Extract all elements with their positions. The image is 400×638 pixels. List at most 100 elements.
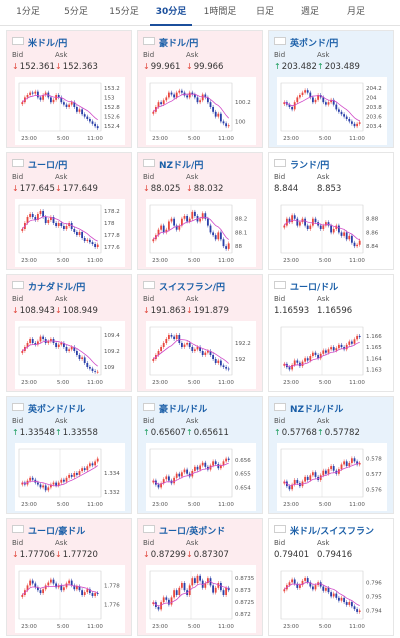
- currency-card[interactable]: カナダドル/円 Bid Ask ↓108.943 ↓108.949 109.4 109.2 1…: [6, 274, 132, 392]
- pair-name-link[interactable]: ユーロ/豪ドル: [28, 527, 86, 537]
- price-chart[interactable]: 153.2 153 152.8 152.6 152.4 23:00 5:00 11:00: [15, 77, 125, 145]
- currency-card[interactable]: スイスフラン/円 Bid Ask ↓191.863 ↓191.879 192.2 192 23…: [137, 274, 263, 392]
- candle: [214, 461, 217, 465]
- ask-label: Ask: [55, 51, 68, 59]
- price-chart[interactable]: 0.8735 0.873 0.8725 0.872 23:00 5:00 11:00: [146, 565, 256, 633]
- candle: [212, 585, 215, 593]
- pair-name-link[interactable]: 米ドル/スイスフラン: [290, 527, 375, 537]
- candle: [319, 225, 322, 229]
- currency-card[interactable]: ユーロ/ドル Bid Ask 1.16593 1.16596 1.166 1.165 1.16…: [268, 274, 394, 392]
- tab-3[interactable]: 30分足: [150, 0, 192, 26]
- candle: [358, 335, 361, 338]
- candle: [81, 357, 84, 359]
- currency-card[interactable]: 米ドル/円 Bid Ask ↓152.361 ↓152.363 153.2 153 152.8…: [6, 30, 132, 148]
- currency-card[interactable]: 豪ドル/ドル Bid Ask ↑0.65607 ↑0.65611 0.656 0.655 0.…: [137, 396, 263, 514]
- moving-average-line: [21, 216, 98, 242]
- tab-1[interactable]: 5分足: [64, 7, 88, 17]
- pair-name-link[interactable]: NZドル/ドル: [290, 405, 344, 415]
- candle: [62, 102, 65, 105]
- candle: [180, 218, 183, 226]
- currency-card[interactable]: 米ドル/スイスフラン Bid Ask 0.79401 0.79416 0.796 0.795…: [268, 518, 394, 636]
- candle: [206, 578, 209, 583]
- candle: [52, 482, 55, 485]
- y-tick-label: 0.873: [235, 588, 251, 594]
- price-chart[interactable]: 109.4 109.2 109 23:00 5:00 11:00: [15, 321, 125, 389]
- tab-2[interactable]: 15分足: [109, 7, 139, 17]
- pair-name-link[interactable]: カナダドル/円: [28, 283, 86, 293]
- pair-name-link[interactable]: 豪ドル/円: [159, 39, 199, 49]
- candlestick-chart: 1.166 1.165 1.164 1.163 23:00 5:00 11:00: [280, 326, 382, 386]
- pair-name-link[interactable]: NZドル/円: [159, 161, 204, 171]
- pair-name-link[interactable]: 英ポンド/ドル: [28, 405, 86, 415]
- pair-name-link[interactable]: 豪ドル/ドル: [159, 405, 208, 415]
- price-chart[interactable]: 0.656 0.655 0.654 23:00 5:00 11:00: [146, 443, 256, 511]
- candle: [178, 587, 181, 595]
- price-chart[interactable]: 0.578 0.577 0.576 23:00 5:00 11:00: [277, 443, 387, 511]
- price-chart[interactable]: 8.88 8.86 8.84 23:00 5:00 11:00: [277, 199, 387, 267]
- currency-card[interactable]: ユーロ/豪ドル Bid Ask ↓1.77706 ↓1.77720 1.778 1.776 2…: [6, 518, 132, 636]
- price-chart[interactable]: 204.2 204 203.8 203.6 203.4 23:00 5:00 11:00: [277, 77, 387, 145]
- candle: [204, 94, 207, 98]
- eu-flag-icon: [143, 525, 155, 533]
- currency-card[interactable]: ユーロ/英ポンド Bid Ask ↓0.87299 ↓0.87307 0.8735 0.87…: [137, 518, 263, 636]
- bid-value: 191.863: [150, 306, 186, 316]
- candle: [204, 352, 207, 355]
- price-chart[interactable]: 178.2 178 177.8 177.6 23:00 5:00 11:00: [15, 199, 125, 267]
- y-tick-label: 0.654: [235, 485, 251, 491]
- candle: [152, 111, 155, 114]
- candle: [201, 462, 204, 466]
- candle: [222, 365, 225, 367]
- tab-0[interactable]: 1分足: [16, 7, 40, 17]
- y-tick-label: 0.576: [366, 487, 382, 493]
- tab-6[interactable]: 週足: [300, 7, 319, 17]
- price-chart[interactable]: 1.778 1.776 23:00 5:00 11:00: [15, 565, 125, 633]
- candle: [42, 485, 45, 488]
- candle: [78, 109, 81, 112]
- currency-card[interactable]: NZドル/円 Bid Ask ↓88.025 ↓88.032 88.2 88.1 88 23:0…: [137, 152, 263, 270]
- y-tick-label: 203.6: [366, 115, 382, 121]
- pair-name-link[interactable]: スイスフラン/円: [159, 283, 226, 293]
- price-chart[interactable]: 1.334 1.332 23:00 5:00 11:00: [15, 443, 125, 511]
- x-tick-label: 5:00: [57, 502, 70, 508]
- currency-card[interactable]: ランド/円 Bid Ask 8.844 8.853 8.88 8.86 8.84 23:00 5:…: [268, 152, 394, 270]
- price-chart[interactable]: 88.2 88.1 88 23:00 5:00 11:00: [146, 199, 256, 267]
- candlestick-chart: 88.2 88.1 88 23:00 5:00 11:00: [149, 204, 247, 264]
- price-chart[interactable]: 100.2 100 23:00 5:00 11:00: [146, 77, 256, 145]
- tab-7[interactable]: 月足: [346, 7, 365, 17]
- candle: [26, 343, 29, 347]
- pair-name-link[interactable]: 米ドル/円: [28, 39, 68, 49]
- x-tick-label: 11:00: [87, 136, 103, 142]
- currency-card[interactable]: NZドル/ドル Bid Ask ↑0.57768 ↑0.57782 0.578 0.577 0…: [268, 396, 394, 514]
- candle: [160, 483, 163, 488]
- tab-4[interactable]: 1時間足: [203, 7, 237, 17]
- candle: [29, 339, 32, 343]
- candle: [162, 479, 165, 484]
- price-chart[interactable]: 0.796 0.795 0.794 23:00 5:00 11:00: [277, 565, 387, 633]
- candle: [322, 225, 325, 229]
- x-tick-label: 5:00: [188, 502, 201, 508]
- price-chart[interactable]: 1.166 1.165 1.164 1.163 23:00 5:00 11:00: [277, 321, 387, 389]
- pair-name-link[interactable]: ランド/円: [290, 161, 330, 171]
- currency-card[interactable]: 英ポンド/円 Bid Ask ↑203.482 ↑203.489 204.2 204 203.…: [268, 30, 394, 148]
- pair-name-link[interactable]: 英ポンド/円: [290, 39, 339, 49]
- candle: [304, 476, 307, 482]
- candle: [91, 242, 94, 244]
- x-tick-label: 11:00: [349, 502, 365, 508]
- ask-label: Ask: [317, 51, 330, 59]
- currency-card[interactable]: 豪ドル/円 Bid Ask ↓99.961 ↓99.966 100.2 100 23:00 5:…: [137, 30, 263, 148]
- currency-card[interactable]: ユーロ/円 Bid Ask ↓177.645 ↓177.649 178.2 178 177.8…: [6, 152, 132, 270]
- pair-name-link[interactable]: ユーロ/ドル: [290, 283, 339, 293]
- tab-5[interactable]: 日足: [255, 7, 274, 17]
- price-chart[interactable]: 192.2 192 23:00 5:00 11:00: [146, 321, 256, 389]
- candle: [157, 229, 160, 236]
- pair-name-link[interactable]: ユーロ/円: [28, 161, 68, 171]
- candle: [167, 476, 170, 481]
- candle: [29, 580, 32, 586]
- candle: [60, 479, 63, 483]
- candle: [219, 360, 222, 366]
- currency-card[interactable]: 英ポンド/ドル Bid Ask ↑1.33548 ↑1.33558 1.334 1.332 2…: [6, 396, 132, 514]
- pair-name-link[interactable]: ユーロ/英ポンド: [159, 527, 226, 537]
- candle: [330, 225, 333, 233]
- candle: [322, 350, 325, 354]
- candle: [348, 235, 351, 240]
